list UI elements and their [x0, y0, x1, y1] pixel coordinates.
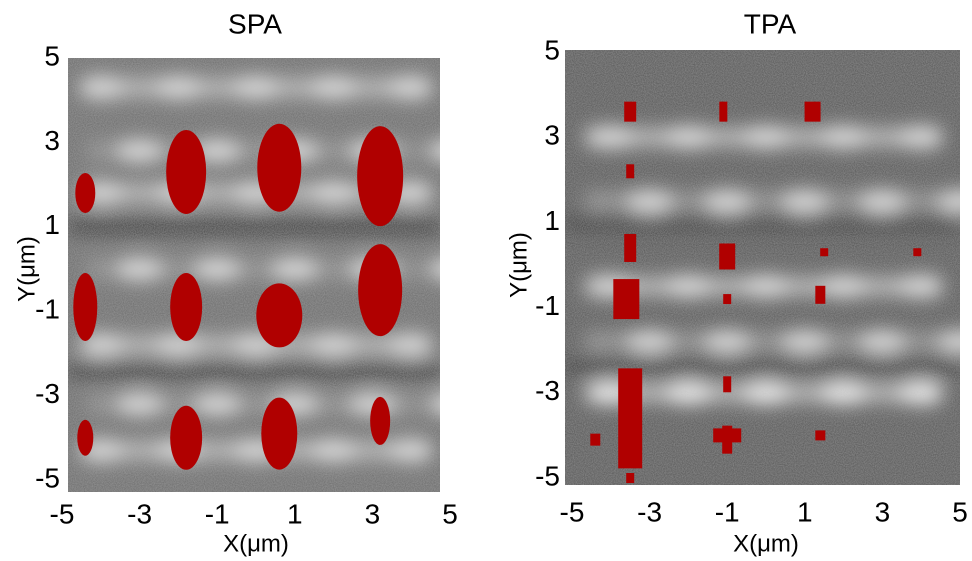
red-region	[357, 126, 404, 227]
x-axis-label: X(μm)	[223, 530, 289, 557]
image-panel	[565, 50, 960, 485]
x-tick-label: 1	[287, 498, 303, 529]
red-region	[370, 396, 391, 445]
red-region	[170, 405, 203, 470]
red-region	[590, 433, 601, 446]
y-tick-label: -3	[535, 375, 560, 406]
x-tick-label: 1	[797, 496, 813, 527]
red-region	[261, 397, 298, 470]
y-tick-label: -5	[35, 462, 60, 493]
x-tick-label: 3	[875, 496, 891, 527]
red-region	[256, 283, 303, 348]
red-region	[723, 376, 732, 393]
image-panel	[68, 58, 440, 492]
y-tick-label: 3	[544, 120, 560, 151]
red-region	[166, 129, 207, 214]
red-region	[722, 425, 733, 454]
y-tick-label: 5	[544, 34, 560, 65]
red-region	[815, 430, 826, 441]
x-tick-label: -3	[637, 496, 662, 527]
red-region	[624, 233, 637, 262]
red-region	[913, 248, 922, 257]
red-region	[815, 285, 826, 304]
x-tick-label: -1	[205, 498, 230, 529]
y-tick-label: 1	[44, 209, 60, 240]
x-tick-label: -5	[50, 498, 75, 529]
y-tick-label: -1	[535, 290, 560, 321]
red-region	[626, 473, 635, 483]
red-region	[624, 101, 637, 122]
y-tick-label: -3	[35, 378, 60, 409]
y-tick-label: 3	[44, 125, 60, 156]
red-region	[77, 419, 94, 456]
y-axis-label: Y(μm)	[13, 236, 40, 302]
chart-title: SPA	[228, 8, 282, 39]
red-region	[719, 243, 736, 270]
red-region	[723, 294, 732, 305]
y-tick-label: -5	[535, 460, 560, 491]
red-region	[358, 244, 403, 337]
chart-title: TPA	[744, 8, 797, 39]
x-tick-label: -5	[560, 496, 585, 527]
red-region	[820, 248, 829, 257]
x-tick-label: 3	[365, 498, 381, 529]
x-tick-label: -1	[715, 496, 740, 527]
x-tick-label: 5	[952, 496, 968, 527]
red-region	[618, 368, 643, 469]
red-region	[170, 272, 203, 341]
x-tick-label: 5	[442, 498, 458, 529]
red-region	[613, 279, 640, 320]
x-tick-label: -3	[127, 498, 152, 529]
red-region	[626, 164, 635, 179]
y-tick-label: -1	[35, 294, 60, 325]
red-region	[75, 173, 96, 214]
y-axis-label: Y(μm)	[505, 232, 532, 298]
red-region	[73, 272, 98, 341]
x-axis-label: X(μm)	[733, 530, 799, 557]
y-tick-label: 1	[544, 205, 560, 236]
y-tick-label: 5	[44, 40, 60, 71]
red-region	[719, 101, 728, 122]
red-region	[257, 123, 302, 212]
red-region	[804, 101, 821, 122]
